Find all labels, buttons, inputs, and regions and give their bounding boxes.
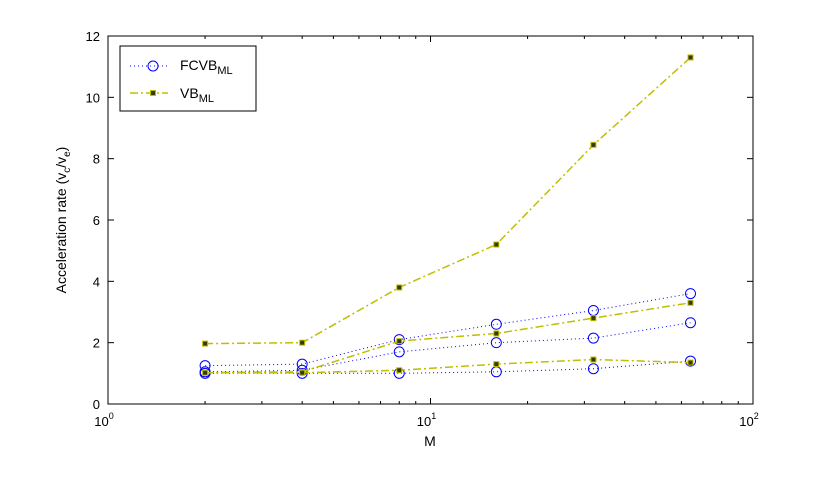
data-point-vb — [687, 359, 694, 366]
series-line-vb-3 — [205, 56, 692, 345]
data-point-fcvb — [684, 288, 696, 300]
data-point-vb — [202, 340, 209, 347]
legend-box — [119, 45, 257, 112]
data-point-fcvb — [587, 332, 599, 344]
x-tick-base: 10 — [739, 414, 753, 429]
x-tick-label: 102 — [739, 411, 758, 429]
series-line-vb-4 — [205, 302, 691, 374]
data-point-vb — [687, 299, 694, 306]
y-tick-label: 10 — [86, 90, 100, 105]
x-tick-base: 10 — [94, 414, 108, 429]
data-point-fcvb — [684, 355, 696, 367]
x-tick-exponent: 0 — [109, 411, 114, 421]
legend-entry-vb: VBML — [130, 85, 214, 105]
x-tick-exponent: 2 — [754, 411, 759, 421]
x-tick-exponent: 1 — [431, 411, 436, 421]
data-point-vb — [396, 338, 403, 345]
data-point-vb — [202, 369, 209, 376]
data-point-fcvb — [587, 363, 599, 375]
data-point-vb — [590, 315, 597, 322]
data-point-fcvb — [393, 346, 405, 358]
series-line-vb-5 — [205, 358, 691, 374]
data-point-fcvb — [490, 337, 502, 349]
data-point-vb — [590, 141, 597, 148]
series-line-fcvb-1 — [205, 322, 691, 373]
legend-marker-fcvb — [147, 60, 159, 72]
y-tick-label: 6 — [93, 213, 100, 228]
data-point-vb — [299, 369, 306, 376]
x-axis-ticks: 100 101 102 — [94, 36, 759, 429]
y-tick-label: 0 — [93, 397, 100, 412]
data-point-vb — [687, 54, 694, 61]
data-point-fcvb — [393, 334, 405, 346]
y-tick-label: 2 — [93, 336, 100, 351]
data-point-vb — [590, 356, 597, 363]
y-tick-label: 8 — [93, 152, 100, 167]
y-axis-ticks: 0 2 4 6 8 10 12 — [86, 29, 753, 412]
legend-label-fcvb: FCVBML — [180, 57, 233, 77]
legend-label-vb: VBML — [180, 85, 214, 105]
data-point-vb — [493, 330, 500, 337]
series-layer — [199, 54, 696, 379]
x-tick-base: 10 — [417, 414, 431, 429]
data-point-vb — [493, 361, 500, 368]
legend: FCVBML VBML — [119, 45, 257, 112]
x-tick-label: 100 — [94, 411, 113, 429]
y-tick-label: 4 — [93, 274, 100, 289]
x-axis-title: M — [424, 433, 436, 449]
data-point-vb — [493, 241, 500, 248]
data-point-vb — [396, 367, 403, 374]
data-point-fcvb — [684, 317, 696, 329]
x-tick-label: 101 — [417, 411, 436, 429]
y-axis-title: Acceleration rate (vc/ve) — [53, 147, 73, 294]
legend-entry-fcvb: FCVBML — [130, 57, 233, 77]
y-tick-label: 12 — [86, 29, 100, 44]
series-line-fcvb-0 — [205, 293, 691, 367]
legend-marker-vb — [150, 90, 156, 96]
data-point-fcvb — [490, 318, 502, 330]
data-point-vb — [396, 284, 403, 291]
data-point-vb — [299, 339, 306, 346]
